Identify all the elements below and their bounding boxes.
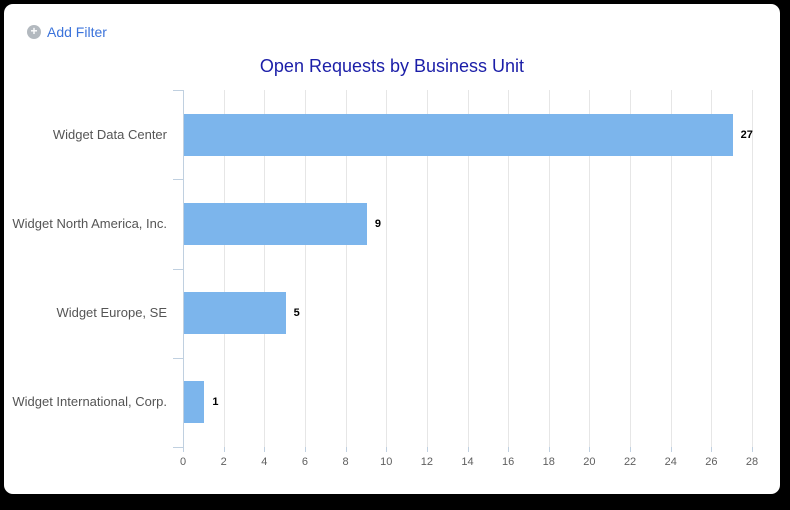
x-axis-tick-label: 12 <box>420 456 433 468</box>
x-axis-tick <box>711 447 713 452</box>
x-gridline <box>630 90 632 447</box>
x-axis-tick-label: 28 <box>745 456 759 468</box>
bar-value-label: 27 <box>740 128 753 141</box>
x-axis-tick-label: 10 <box>380 456 393 468</box>
x-axis-tick <box>630 447 632 452</box>
x-axis-tick-label: 8 <box>342 456 349 468</box>
category-axis-tick <box>173 179 183 180</box>
plus-circle-icon: + <box>27 25 41 39</box>
x-axis-tick <box>264 447 266 452</box>
x-axis-tick-label: 4 <box>261 456 268 468</box>
x-axis-tick-label: 20 <box>583 456 596 468</box>
x-axis-tick-label: 22 <box>623 456 637 468</box>
x-axis-tick-label: 2 <box>220 456 227 468</box>
x-axis-tick <box>304 447 306 452</box>
x-gridline <box>304 90 306 447</box>
x-axis-tick-label: 24 <box>664 456 677 468</box>
category-label: Widget International, Corp. <box>12 394 167 410</box>
bar-2[interactable] <box>184 202 367 245</box>
x-axis-tick <box>548 447 550 452</box>
x-axis-tick <box>426 447 428 452</box>
x-axis-tick <box>183 447 184 452</box>
x-axis-tick-label: 18 <box>542 456 555 468</box>
x-gridline <box>223 90 225 447</box>
x-axis-tick <box>670 447 672 452</box>
bar-value-label: 5 <box>293 307 300 320</box>
x-gridline <box>508 90 510 447</box>
category-label: Widget Europe, SE <box>56 305 167 321</box>
chart-title: Open Requests by Business Unit <box>259 56 525 76</box>
x-axis-tick <box>508 447 510 452</box>
x-axis-tick-label: 16 <box>502 456 515 468</box>
x-gridline <box>752 90 753 447</box>
x-axis-tick-label: 6 <box>301 456 308 468</box>
bar-3[interactable] <box>184 292 286 335</box>
category-axis-line <box>183 90 184 447</box>
bar-value-label: 9 <box>374 217 382 230</box>
x-axis-tick-label: 14 <box>461 456 474 468</box>
category-label: Widget North America, Inc. <box>12 215 167 231</box>
category-axis-tick <box>173 358 183 359</box>
bar-4[interactable] <box>184 381 205 424</box>
x-axis-tick <box>345 447 347 452</box>
x-axis-tick-label: 26 <box>705 456 718 468</box>
category-label: Widget Data Center <box>52 126 167 142</box>
category-axis-tick <box>173 269 183 270</box>
x-axis-tick-label: 0 <box>179 456 187 468</box>
category-axis-tick <box>173 447 183 448</box>
x-gridline <box>264 90 266 447</box>
add-filter-button[interactable]: + Add Filter <box>27 24 107 40</box>
x-gridline <box>670 90 672 447</box>
bar-value-label: 1 <box>212 396 219 409</box>
x-axis-tick <box>752 447 753 452</box>
bar-chart-plot-area: 0 2 4 6 8 10 12 14 16 18 20 22 24 26 28 27 Widget Data C… <box>12 90 758 468</box>
x-axis-tick <box>386 447 388 452</box>
x-axis-tick <box>467 447 469 452</box>
dashboard-card: + Add Filter Open Requests by Business U… <box>4 4 780 494</box>
x-gridline <box>426 90 428 447</box>
x-gridline <box>467 90 469 447</box>
add-filter-label: Add Filter <box>47 24 107 40</box>
x-gridline <box>589 90 591 447</box>
x-gridline <box>711 90 713 447</box>
x-axis-tick <box>223 447 225 452</box>
x-gridline <box>548 90 550 447</box>
category-axis-tick <box>173 90 183 91</box>
x-gridline <box>345 90 347 447</box>
x-axis-tick <box>589 447 591 452</box>
bar-1[interactable] <box>184 113 733 156</box>
x-gridline <box>386 90 388 447</box>
